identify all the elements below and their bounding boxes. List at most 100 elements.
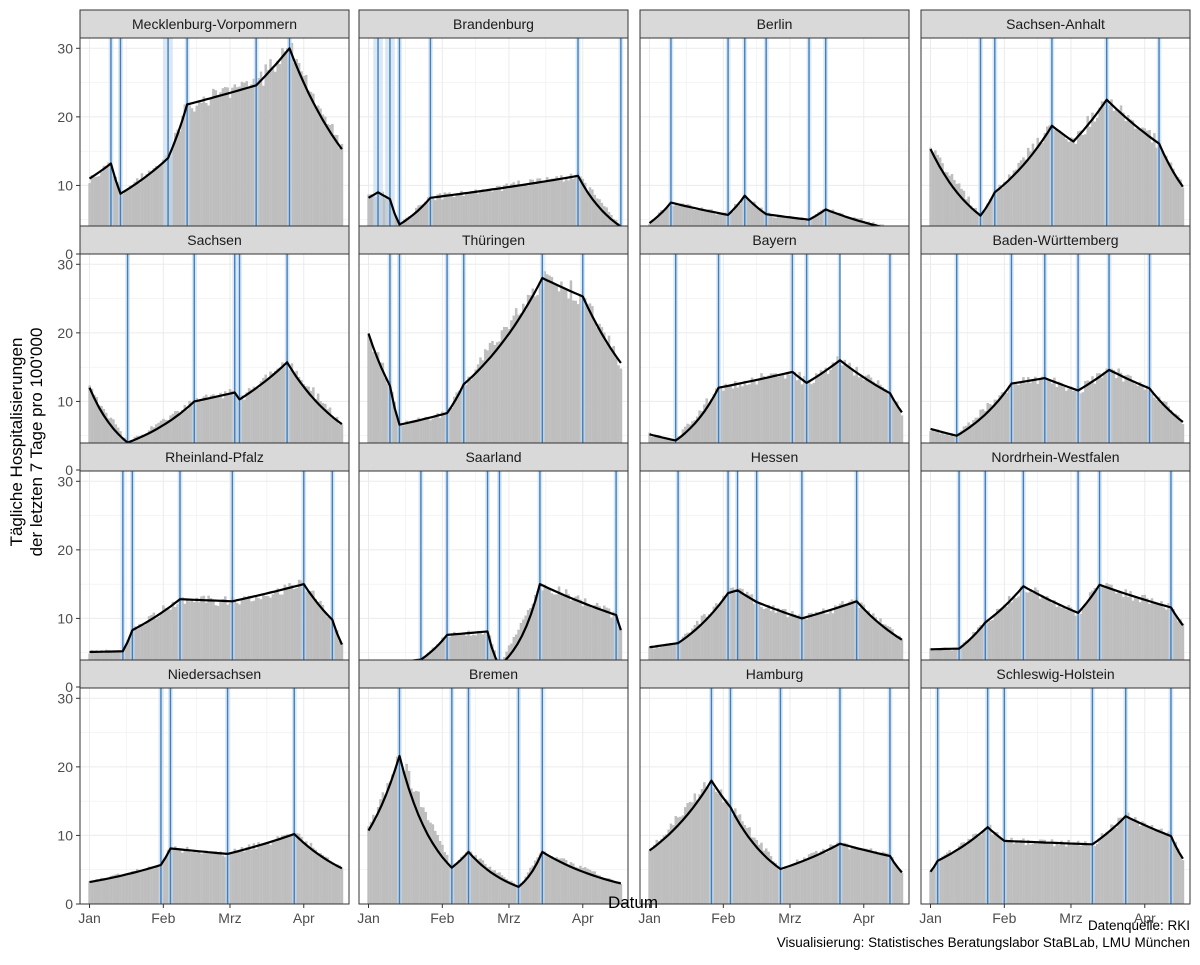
daily-bar	[1162, 153, 1166, 254]
daily-bar	[145, 869, 148, 904]
daily-bar	[367, 826, 370, 904]
daily-bar	[791, 611, 794, 687]
daily-bar	[1048, 600, 1051, 687]
daily-bar	[266, 843, 270, 904]
daily-bar	[488, 866, 492, 904]
daily-bar	[948, 175, 951, 254]
daily-bar	[864, 848, 868, 904]
daily-bar	[1145, 130, 1149, 254]
daily-bar	[197, 850, 201, 904]
y-tick-label: 20	[57, 759, 73, 775]
daily-bar	[128, 185, 132, 254]
daily-bar	[607, 608, 611, 687]
daily-bar	[698, 623, 701, 687]
daily-bar	[445, 854, 449, 904]
daily-bar	[467, 376, 470, 470]
daily-bar	[874, 383, 878, 470]
daily-bar	[202, 96, 206, 254]
daily-bar	[798, 861, 801, 904]
daily-bar	[474, 369, 477, 470]
daily-bar	[426, 820, 430, 904]
daily-bar	[472, 191, 475, 254]
daily-bar	[174, 411, 177, 470]
daily-bar	[221, 88, 225, 255]
daily-bar	[159, 164, 163, 254]
strip-label: Berlin	[757, 16, 793, 32]
daily-bar	[1084, 134, 1087, 254]
daily-bar	[147, 170, 151, 254]
daily-bar	[864, 612, 868, 687]
daily-bar	[514, 308, 518, 470]
daily-bar	[979, 625, 982, 687]
daily-bar	[772, 861, 775, 904]
daily-bar	[1079, 393, 1082, 470]
daily-bar	[545, 855, 549, 904]
daily-bar	[524, 309, 527, 470]
daily-bar	[774, 373, 778, 470]
daily-bar	[781, 609, 785, 687]
daily-bar	[598, 875, 601, 904]
daily-bar	[453, 396, 456, 470]
daily-bar	[610, 347, 613, 470]
daily-bar	[745, 591, 749, 687]
daily-bar	[202, 595, 206, 687]
daily-bar	[1126, 812, 1130, 904]
daily-bar	[895, 866, 899, 904]
daily-bar	[1005, 392, 1009, 470]
daily-bar	[817, 613, 820, 687]
daily-bar	[1153, 830, 1156, 904]
daily-bar	[583, 598, 587, 687]
daily-bar	[414, 790, 418, 904]
daily-bar	[655, 839, 659, 904]
daily-bar	[1091, 376, 1094, 470]
daily-bar	[822, 608, 825, 687]
strip-label: Mecklenburg-Vorpommern	[132, 16, 297, 32]
daily-bar	[467, 193, 470, 254]
daily-bar	[1076, 131, 1080, 254]
daily-bar	[1000, 608, 1004, 687]
daily-bar	[219, 392, 222, 470]
daily-bar	[569, 600, 573, 687]
x-tick-label: Jan	[78, 910, 101, 926]
daily-bar	[948, 850, 951, 904]
daily-bar	[259, 845, 263, 904]
daily-bar	[510, 183, 513, 254]
daily-bar	[741, 821, 744, 904]
daily-bar	[881, 387, 885, 470]
daily-bar	[1115, 109, 1118, 255]
daily-bar	[543, 271, 547, 470]
y-tick-label: 0	[65, 246, 73, 262]
daily-bar	[1098, 373, 1101, 470]
daily-bar	[488, 189, 492, 254]
daily-bar	[1024, 383, 1028, 470]
daily-bar	[276, 60, 279, 255]
daily-bar	[326, 409, 329, 470]
daily-bar	[553, 858, 556, 904]
daily-bar	[976, 627, 980, 687]
daily-bar	[460, 856, 463, 904]
daily-bar	[879, 384, 882, 470]
daily-bar	[860, 375, 863, 470]
daily-bar	[438, 840, 442, 904]
daily-bar	[209, 853, 213, 904]
daily-bar	[324, 116, 327, 254]
strip-background	[639, 9, 910, 39]
daily-bar	[707, 403, 711, 470]
daily-bar	[226, 394, 229, 470]
daily-bar	[619, 368, 623, 470]
daily-bar	[1143, 389, 1147, 470]
daily-bar	[247, 844, 251, 904]
daily-bar	[307, 592, 310, 687]
daily-bar	[114, 874, 118, 904]
daily-bar	[1062, 842, 1066, 904]
daily-bar	[836, 606, 839, 687]
daily-bar	[1134, 128, 1137, 254]
daily-bar	[281, 594, 284, 687]
daily-bar	[448, 407, 451, 470]
daily-bar	[216, 605, 220, 687]
daily-bar	[726, 385, 730, 470]
daily-bar	[586, 868, 589, 904]
daily-bar	[1015, 169, 1018, 254]
daily-bar	[805, 619, 808, 687]
